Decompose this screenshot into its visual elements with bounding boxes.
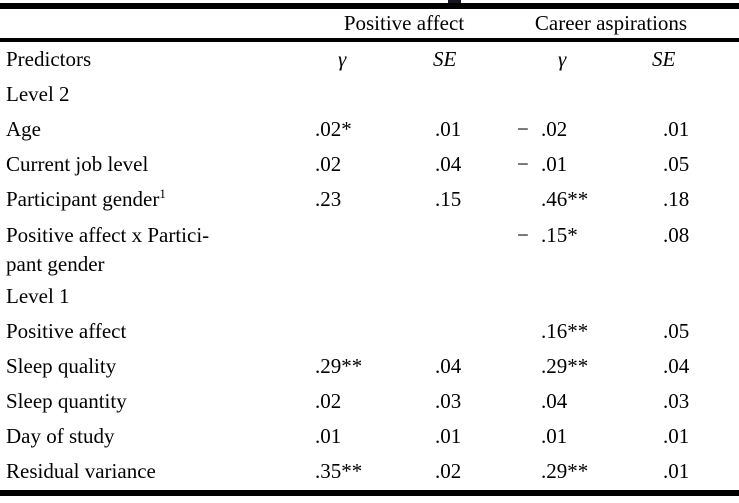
group-header-positive-affect: Positive affect	[343, 11, 465, 35]
section-row: Level 2	[0, 77, 739, 112]
table-row: Current job level .02 .04 − .01 .05	[0, 147, 739, 182]
row-label: Positive affect	[6, 319, 127, 343]
cell-se-pa: .03	[435, 389, 462, 413]
section-row: Level 1	[0, 279, 739, 314]
cell-gamma-ca	[517, 279, 639, 314]
table-row: Sleep quality .29** .04 .29** .04	[0, 349, 739, 384]
cell-gamma-ca: .04	[541, 389, 568, 413]
cell-se-pa: .01	[435, 424, 462, 448]
cell-se-ca	[639, 279, 739, 314]
row-label: Age	[6, 117, 41, 141]
cell-gamma-pa	[291, 314, 411, 349]
column-header-row: Predictors γ SE γ SE	[0, 42, 739, 77]
cell-se-pa: .04	[435, 354, 462, 378]
row-label: Current job level	[6, 152, 149, 176]
table-top-rule	[0, 3, 739, 9]
cell-gamma-pa	[291, 77, 411, 112]
cell-se-pa: .02	[435, 459, 462, 483]
cell-se-pa	[411, 77, 517, 112]
cell-se-ca: .01	[663, 459, 690, 483]
cell-gamma-pa: .02	[315, 389, 342, 413]
row-label: Day of study	[6, 424, 115, 448]
cell-gamma-pa: .02*	[315, 117, 352, 141]
column-header-gamma-ca: γ	[558, 47, 567, 71]
cell-se-pa: .04	[435, 152, 462, 176]
footnote-marker: 1	[159, 186, 166, 201]
table-row: Positive affect x Partici-pant gender − .1…	[0, 217, 739, 279]
row-label: Sleep quantity	[6, 389, 127, 413]
cell-se-pa: .15	[435, 187, 462, 211]
cell-se-ca: .05	[663, 152, 690, 176]
table-row: Participant gender1 .23 .15 .46** .18	[0, 182, 739, 217]
group-header-career-aspirations: Career aspirations	[534, 11, 688, 35]
cell-gamma-pa: .29**	[315, 354, 363, 378]
cell-se-ca	[639, 77, 739, 112]
row-label: Sleep quality	[6, 354, 117, 378]
table-row: Sleep quantity .02 .03 .04 .03	[0, 384, 739, 419]
table-row: Age .02* .01 − .02 .01	[0, 112, 739, 147]
cell-gamma-ca: .01	[541, 424, 568, 448]
table-body: Predictors γ SE γ SE Level 2 Age .02* .01 −.…	[0, 42, 739, 489]
table-header-rule	[0, 38, 739, 42]
row-label: Level 1	[6, 284, 70, 308]
cell-gamma-pa	[291, 217, 411, 279]
cell-gamma-pa: .02	[315, 152, 342, 176]
cell-se-pa: .01	[435, 117, 462, 141]
cell-se-pa	[411, 314, 517, 349]
group-header-row: Positive affect Career aspirations	[0, 9, 739, 38]
cell-se-ca: .01	[663, 424, 690, 448]
cell-se-pa	[411, 217, 517, 279]
cell-gamma-ca: .16**	[541, 319, 589, 343]
group-header-spacer	[0, 9, 291, 38]
cell-gamma-pa: .23	[315, 187, 342, 211]
column-header-se-pa: SE	[433, 47, 457, 71]
column-header-se-ca: SE	[652, 47, 676, 71]
cell-gamma-pa	[291, 279, 411, 314]
cell-gamma-pa: .35**	[315, 459, 363, 483]
cell-gamma-ca: − .15*	[517, 223, 578, 247]
cell-gamma-ca: .29**	[541, 354, 589, 378]
cell-gamma-ca: .29**	[541, 459, 589, 483]
cell-gamma-ca: − .02	[517, 117, 568, 141]
column-header-predictors: Predictors	[6, 47, 92, 71]
row-label: Participant gender1	[6, 186, 166, 211]
cropped-title-fragment	[448, 0, 461, 3]
cell-se-ca: .05	[663, 319, 690, 343]
cell-se-ca: .18	[663, 187, 690, 211]
cell-se-ca: .01	[663, 117, 690, 141]
cell-gamma-ca: .46**	[541, 187, 589, 211]
cell-se-ca: .04	[663, 354, 690, 378]
table-row: Positive affect .16** .05	[0, 314, 739, 349]
column-header-gamma-pa: γ	[338, 47, 347, 71]
cell-se-pa	[411, 279, 517, 314]
table-row: Residual variance .35** .02 .29** .01	[0, 454, 739, 489]
row-label: Level 2	[6, 82, 70, 106]
cell-gamma-pa: .01	[315, 424, 342, 448]
cell-se-ca: .08	[663, 223, 690, 247]
cell-gamma-ca: − .01	[517, 152, 568, 176]
cell-se-ca: .03	[663, 389, 690, 413]
table-bottom-rule	[0, 490, 739, 496]
row-label: Residual variance	[6, 459, 156, 483]
table-row: Day of study .01 .01 .01 .01	[0, 419, 739, 454]
row-label: Positive affect x Partici-pant gender	[6, 223, 210, 276]
cell-gamma-ca	[517, 77, 639, 112]
